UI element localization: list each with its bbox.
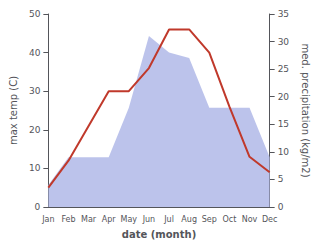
svg-text:10: 10 (278, 147, 290, 157)
svg-text:30: 30 (29, 86, 41, 96)
svg-text:50: 50 (29, 9, 41, 19)
svg-text:Apr: Apr (102, 215, 117, 224)
svg-text:5: 5 (278, 174, 284, 184)
svg-text:Sep: Sep (202, 215, 217, 224)
svg-text:Oct: Oct (222, 215, 236, 224)
svg-text:35: 35 (278, 9, 289, 19)
svg-text:20: 20 (278, 92, 290, 102)
svg-text:40: 40 (29, 48, 41, 58)
svg-text:Jun: Jun (142, 215, 156, 224)
svg-text:May: May (121, 215, 138, 224)
svg-text:Aug: Aug (181, 215, 197, 224)
svg-text:Dec: Dec (262, 215, 277, 224)
svg-text:date (month): date (month) (122, 229, 196, 240)
svg-text:25: 25 (278, 64, 289, 74)
svg-text:med. precipitation (kg/m2): med. precipitation (kg/m2) (300, 43, 311, 177)
svg-text:20: 20 (29, 125, 41, 135)
svg-text:30: 30 (278, 37, 290, 47)
svg-text:Jul: Jul (163, 215, 174, 224)
svg-text:max temp (C): max temp (C) (8, 76, 19, 145)
svg-text:0: 0 (35, 202, 41, 212)
svg-text:Mar: Mar (81, 215, 97, 224)
svg-text:Nov: Nov (242, 215, 258, 224)
svg-text:15: 15 (278, 119, 289, 129)
svg-text:Jan: Jan (41, 215, 54, 224)
svg-text:Feb: Feb (61, 215, 75, 224)
svg-text:10: 10 (29, 163, 41, 173)
svg-text:0: 0 (278, 202, 284, 212)
